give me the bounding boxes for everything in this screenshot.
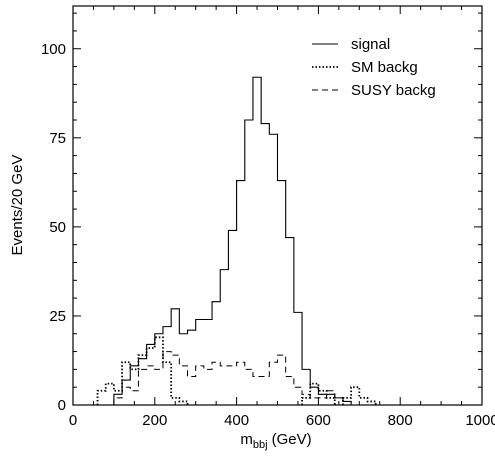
series-line [301, 382, 336, 405]
y-tick-label: 25 [49, 308, 66, 325]
legend: signal SM backg SUSY backg [312, 36, 436, 99]
axis-tick-labels: 0 200 400 600 800 1000 0 25 50 75 100 [41, 41, 495, 429]
series-line [113, 76, 352, 405]
series-signal [113, 76, 352, 405]
x-tick-label: 0 [69, 412, 77, 429]
series-line [113, 351, 352, 405]
legend-label: SM backg [351, 59, 418, 76]
series-sm-backg [96, 336, 377, 405]
series-susy-backg [113, 351, 352, 405]
legend-label: signal [351, 36, 390, 53]
x-axis-title: mbbj (GeV) [240, 431, 311, 451]
y-tick-label: 0 [58, 397, 66, 414]
x-axis-title-main: m [240, 431, 253, 448]
y-tick-label: 100 [41, 41, 66, 58]
y-axis-title: Events/20 GeV [9, 155, 26, 256]
series-line [342, 386, 377, 405]
x-tick-label: 1000 [465, 412, 495, 429]
x-axis-title-subscript: bbj [253, 439, 268, 451]
x-tick-label: 200 [142, 412, 167, 429]
y-tick-label: 75 [49, 130, 66, 147]
legend-label: SUSY backg [351, 82, 436, 99]
series-line [96, 336, 189, 405]
x-axis-title-unit: (GeV) [272, 431, 312, 448]
x-tick-label: 800 [388, 412, 413, 429]
plot-frame [72, 5, 483, 406]
y-tick-label: 50 [49, 219, 66, 236]
plot-area [96, 76, 377, 405]
x-tick-label: 600 [306, 412, 331, 429]
x-tick-label: 400 [224, 412, 249, 429]
axis-ticks [72, 6, 483, 406]
